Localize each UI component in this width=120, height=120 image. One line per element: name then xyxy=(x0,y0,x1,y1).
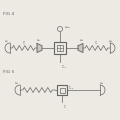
Text: $\omega_{ref}$: $\omega_{ref}$ xyxy=(63,25,71,31)
Text: $T_{DIF}$: $T_{DIF}$ xyxy=(61,63,68,71)
Text: FIG 5: FIG 5 xyxy=(3,70,14,74)
Text: $T_R$: $T_R$ xyxy=(95,39,100,47)
Bar xyxy=(60,87,65,93)
Text: $\omega_2$: $\omega_2$ xyxy=(79,37,84,44)
Text: $\omega_1$: $\omega_1$ xyxy=(14,80,19,87)
Polygon shape xyxy=(37,44,42,53)
Polygon shape xyxy=(78,44,83,53)
Bar xyxy=(54,42,66,54)
Text: $T_{DIF}$: $T_{DIF}$ xyxy=(68,84,75,92)
Text: $\omega_2$: $\omega_2$ xyxy=(99,80,104,87)
Text: $\omega_L$: $\omega_L$ xyxy=(4,38,9,45)
Text: $\omega_R$: $\omega_R$ xyxy=(108,38,113,45)
Bar xyxy=(57,45,63,51)
Text: $\omega_1$: $\omega_1$ xyxy=(36,37,41,44)
Text: $T_L$: $T_L$ xyxy=(21,39,26,47)
Text: $T_c$: $T_c$ xyxy=(63,103,68,111)
Text: FIG 4: FIG 4 xyxy=(3,12,14,16)
Bar xyxy=(57,85,67,95)
